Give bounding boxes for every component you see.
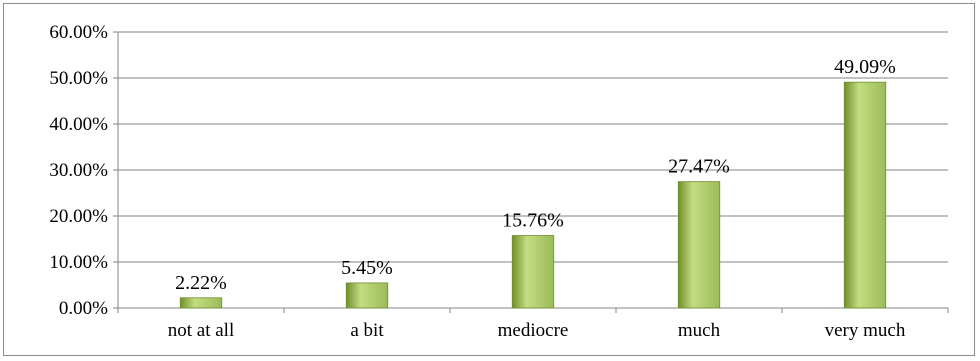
bar bbox=[179, 297, 223, 309]
x-tick-label: not at all bbox=[168, 320, 234, 341]
y-tick-label: 0.00% bbox=[59, 298, 108, 319]
y-tick-label: 50.00% bbox=[49, 68, 108, 89]
x-tick-label: much bbox=[678, 320, 721, 341]
bar bbox=[511, 235, 555, 309]
data-label: 2.22% bbox=[175, 272, 227, 294]
y-tick-label: 30.00% bbox=[49, 160, 108, 181]
y-tick-label: 20.00% bbox=[49, 206, 108, 227]
data-label: 5.45% bbox=[341, 257, 393, 279]
bar bbox=[677, 181, 721, 309]
bar bbox=[843, 81, 887, 309]
data-label: 15.76% bbox=[502, 210, 564, 232]
x-tick-label: a bit bbox=[350, 320, 384, 341]
data-label: 49.09% bbox=[834, 56, 896, 78]
y-tick-label: 40.00% bbox=[49, 114, 108, 135]
bar bbox=[345, 282, 389, 309]
chart-frame bbox=[3, 3, 975, 356]
gridlines bbox=[118, 31, 948, 263]
labels: 0.00% 10.00% 20.00% 30.00% 40.00% 50.00% 60.00… bbox=[49, 22, 905, 341]
data-label: 27.47% bbox=[668, 156, 730, 178]
x-tick-label: very much bbox=[825, 320, 906, 341]
y-tick-label: 60.00% bbox=[49, 22, 108, 43]
x-tick-label: mediocre bbox=[498, 320, 569, 341]
bars bbox=[179, 81, 887, 309]
y-tick-label: 10.00% bbox=[49, 252, 108, 273]
